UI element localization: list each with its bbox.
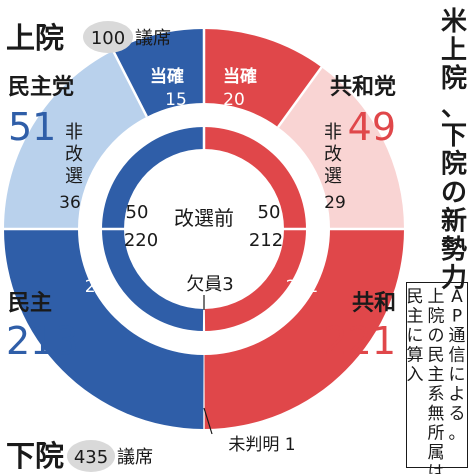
before-senate-rep: 50	[258, 202, 281, 223]
before-house-dem: 220	[124, 230, 158, 251]
senate-rep-total: 49	[348, 105, 396, 149]
senate-dem-confirmed-label: 当確	[150, 66, 184, 87]
chart-title-char: 下	[441, 121, 467, 151]
chart-note-line-0-char: P	[452, 307, 462, 327]
divider-senate-dem	[112, 50, 148, 118]
chart-title-char: 新	[441, 206, 467, 237]
house-dem-slice	[4, 229, 204, 429]
chart-note-line-1-char: 属	[428, 443, 445, 463]
chart-note-line-1-char: は	[428, 463, 445, 474]
chart-note-line-2-char: 算	[407, 346, 424, 366]
chart-note-line-2-char: 民	[407, 287, 424, 307]
chart-title-char: の	[441, 178, 467, 208]
house-unit: 議席	[117, 447, 153, 468]
before-house-rep: 212	[249, 230, 283, 251]
chart-note-line-2-char: に	[407, 326, 424, 346]
chart-note-line-1-char: 無	[428, 404, 445, 424]
senate-rep-party: 共和党	[330, 75, 396, 100]
chart-title-char: 上	[441, 36, 467, 66]
outer-ring	[4, 29, 404, 429]
house-dem-party: 民主	[8, 291, 52, 316]
before-senate-dem: 50	[126, 202, 149, 223]
before-label: 改選前	[174, 206, 234, 230]
house-undecided: 未判明 1	[228, 435, 295, 455]
senate-unit: 議席	[135, 28, 171, 49]
before-house-dem-slice	[102, 229, 204, 331]
senate-rep-confirmed-slice	[204, 29, 322, 128]
undecided-leader-line	[203, 407, 213, 435]
house-rep-slice	[204, 229, 404, 429]
chart-title-char: 院	[441, 149, 467, 180]
senate-dem-notup: 36	[59, 193, 81, 213]
house-rep-total: 221	[323, 319, 396, 363]
chart-note-line-0-char: に	[449, 365, 466, 385]
chart-note-line-2-char: 主	[407, 307, 424, 327]
chart-note-line-0-char: A	[451, 287, 463, 307]
senate-dem-notup-label-char: 選	[65, 166, 83, 187]
chart-note-line-0-char: る	[449, 404, 466, 424]
senate-dem-total: 51	[8, 105, 56, 149]
divider-senate-rep	[277, 66, 323, 128]
senate-rep-notup: 29	[324, 193, 346, 213]
chart-title-char: 院	[441, 63, 467, 94]
before-senate-rep-slice	[204, 127, 306, 229]
chart-title-char: 勢	[441, 235, 467, 265]
chart-note-line-1-char: 系	[428, 385, 445, 405]
chart-note-line-0-char: 信	[449, 346, 466, 366]
chart-note-line-1-char: 民	[428, 346, 445, 366]
chart-note-line-2-char: 入	[407, 365, 424, 385]
chart-note-line-0-char: よ	[449, 385, 466, 405]
chart-note-line-1-char: 所	[428, 424, 445, 444]
chart-note-line-0-char: 通	[449, 326, 466, 346]
senate-dem-confirmed: 15	[165, 90, 187, 110]
house-rep-ring-value: 221	[286, 277, 318, 297]
note-box	[406, 282, 468, 468]
senate-heading: 上院	[6, 21, 64, 55]
senate-total: 100	[91, 28, 125, 49]
senate-dem-party: 民主党	[8, 75, 74, 100]
senate-rep-notup-slice	[278, 67, 404, 230]
senate-dem-notup-slice	[4, 50, 147, 230]
house-dem-total: 213	[6, 319, 79, 363]
house-heading: 下院	[6, 439, 64, 473]
chart-note-line-0-char: 。	[449, 424, 466, 444]
chart-title-char: 米	[441, 7, 467, 37]
senate-rep-notup-label-char: 改	[324, 144, 342, 165]
inner-ring	[102, 127, 306, 331]
house-dem-ring-value: 213	[85, 277, 117, 297]
senate-rep-notup-label-char: 選	[324, 166, 342, 187]
senate-seat-badge	[83, 21, 133, 53]
house-rep-party: 共和	[352, 291, 396, 316]
chart-title-char: 力	[441, 264, 467, 294]
before-senate-dem-slice	[102, 127, 204, 229]
house-seat-badge	[67, 440, 115, 472]
senate-rep-confirmed-label: 当確	[223, 66, 257, 87]
senate-rep-notup-label: 非改選	[324, 122, 342, 187]
chart-note-line-1-char: 上	[428, 287, 445, 307]
senate-dem-notup-label-char: 非	[65, 122, 83, 143]
chart-title-char: 、	[441, 93, 467, 123]
house-total: 435	[74, 447, 108, 468]
senate-dem-notup-label-char: 改	[65, 144, 83, 165]
senate-dem-notup-label: 非改選	[65, 122, 83, 187]
chart-note-line-1-char: 主	[428, 365, 445, 385]
senate-rep-notup-label-char: 非	[324, 122, 342, 143]
before-vacant: 欠員3	[186, 274, 233, 295]
before-house-rep-slice	[204, 229, 306, 331]
ring-dividers	[0, 24, 409, 231]
chart-note-line-1-char: 院	[428, 307, 445, 327]
chart-note-line-1-char: の	[428, 326, 445, 346]
senate-rep-confirmed: 20	[223, 90, 245, 110]
